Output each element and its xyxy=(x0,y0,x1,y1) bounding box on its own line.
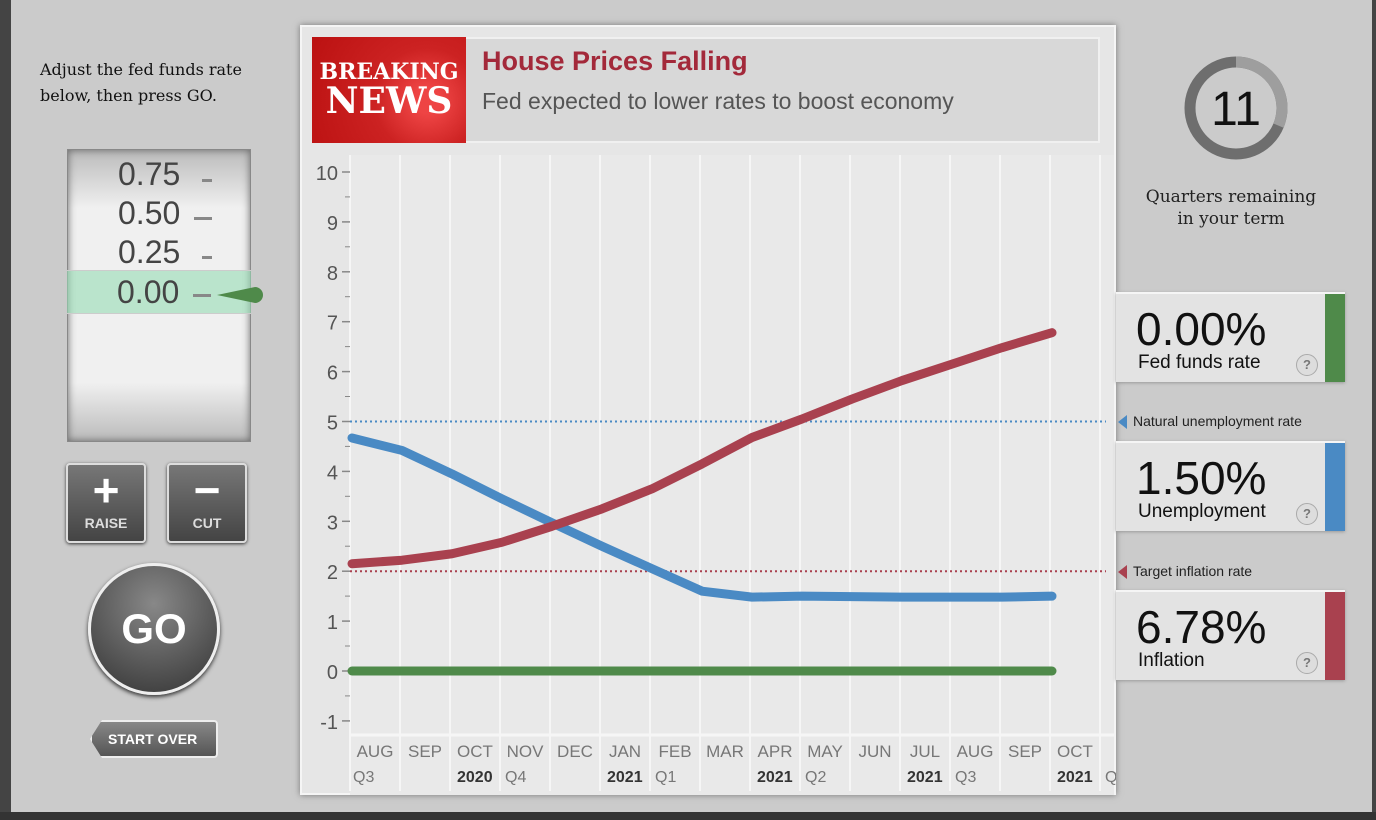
month-label: DEC xyxy=(557,742,593,761)
quarter-label: Q4 xyxy=(505,769,526,786)
natural-unemployment-label: Natural unemployment rate xyxy=(1118,413,1302,430)
taskbar xyxy=(0,812,1376,820)
quarter-label: Q3 xyxy=(955,769,976,786)
color-bar xyxy=(1325,294,1345,382)
stat-name: Fed funds rate xyxy=(1138,352,1261,373)
month-label: OCT xyxy=(1057,742,1093,761)
color-bar xyxy=(1325,443,1345,531)
stat-name: Inflation xyxy=(1138,650,1205,671)
year-label: 2021 xyxy=(1057,769,1093,786)
news-headline: House Prices Falling xyxy=(482,46,748,76)
y-tick-label: -1 xyxy=(320,712,338,734)
month-label: AUG xyxy=(357,742,394,761)
quarter-label: Q2 xyxy=(805,769,826,786)
y-tick-label: 8 xyxy=(327,263,338,285)
raise-label: RAISE xyxy=(84,515,128,531)
y-tick-label: 1 xyxy=(327,612,338,634)
month-label: APR xyxy=(758,742,793,761)
y-tick-label: 3 xyxy=(327,512,338,534)
month-label: SEP xyxy=(408,742,442,761)
y-tick-label: 4 xyxy=(327,462,338,484)
instructions: Adjust the fed funds rate below, then pr… xyxy=(40,60,242,105)
target-inflation-label: Target inflation rate xyxy=(1118,563,1252,580)
quarter-label: Q xyxy=(1105,769,1116,786)
selected-rate: 0.00 xyxy=(67,270,251,314)
help-icon[interactable]: ? xyxy=(1296,354,1318,376)
cut-button[interactable]: − CUT xyxy=(167,463,247,543)
month-label: OCT xyxy=(457,742,493,761)
triangle-icon xyxy=(1118,565,1127,580)
year-label: 2021 xyxy=(907,769,943,786)
month-label: JUN xyxy=(858,742,891,761)
y-tick-label: 10 xyxy=(316,163,338,185)
month-label: AUG xyxy=(957,742,994,761)
quarter-label: Q1 xyxy=(655,769,676,786)
series-line-inflation xyxy=(347,328,1057,569)
stat-value: 0.00% xyxy=(1136,303,1267,355)
month-label: FEB xyxy=(658,742,691,761)
term-progress-ring: 11 xyxy=(1184,56,1288,160)
inflation-stat: 6.78% Inflation ? xyxy=(1116,590,1345,680)
plot-area xyxy=(350,155,1114,795)
minus-icon: − xyxy=(193,464,221,516)
month-label: JAN xyxy=(609,742,641,761)
unemployment-stat: 1.50% Unemployment ? xyxy=(1116,441,1345,531)
month-label: SEP xyxy=(1008,742,1042,761)
year-label: 2021 xyxy=(757,769,793,786)
year-label: 2020 xyxy=(457,769,493,786)
cut-label: CUT xyxy=(192,515,222,531)
stat-value: 1.50% xyxy=(1136,452,1267,504)
dial-label: 0.25 xyxy=(118,234,181,270)
quarter-label: Q3 xyxy=(353,769,374,786)
help-icon[interactable]: ? xyxy=(1296,503,1318,525)
window-edge xyxy=(0,0,11,820)
fed-funds-stat: 0.00% Fed funds rate ? xyxy=(1116,292,1345,382)
y-tick-label: 9 xyxy=(327,213,338,235)
window-edge xyxy=(1372,0,1376,820)
month-label: NOV xyxy=(507,742,545,761)
raise-button[interactable]: + RAISE xyxy=(66,463,146,543)
stat-value: 6.78% xyxy=(1136,601,1267,653)
series-line-unemployment xyxy=(347,433,1057,602)
y-tick-label: 0 xyxy=(327,662,338,684)
y-tick-label: 5 xyxy=(327,413,338,435)
breaking-news-logo: BREAKING NEWS xyxy=(312,37,466,143)
dial-pointer-icon[interactable] xyxy=(217,285,267,305)
start-over-button[interactable]: START OVER xyxy=(90,720,218,758)
y-tick-label: 7 xyxy=(327,313,338,335)
month-label: MAY xyxy=(807,742,843,761)
color-bar xyxy=(1325,592,1345,680)
quarters-label: Quarters remaining in your term xyxy=(1145,187,1317,229)
selected-rate-value: 0.00 xyxy=(117,274,180,310)
month-label: JUL xyxy=(910,742,940,761)
go-button[interactable]: GO xyxy=(88,563,220,695)
triangle-icon xyxy=(1118,415,1127,430)
stat-name: Unemployment xyxy=(1138,501,1266,522)
news-subline: Fed expected to lower rates to boost eco… xyxy=(482,88,954,114)
plus-icon: + xyxy=(92,464,120,516)
year-label: 2021 xyxy=(607,769,643,786)
rates-chart: -1 0 1 2 3 4 5 6 7 8 9 10 AUG SEP OCT NOV DEC JAN FEB MAR AP… xyxy=(300,155,1116,795)
y-tick-label: 2 xyxy=(327,562,338,584)
dial-label: 0.50 xyxy=(118,195,181,231)
month-label: MAR xyxy=(706,742,744,761)
y-axis xyxy=(300,155,348,795)
y-tick-label: 6 xyxy=(327,363,338,385)
quarters-remaining: 11 xyxy=(1211,83,1261,136)
dial-label: 0.75 xyxy=(118,156,181,192)
help-icon[interactable]: ? xyxy=(1296,652,1318,674)
